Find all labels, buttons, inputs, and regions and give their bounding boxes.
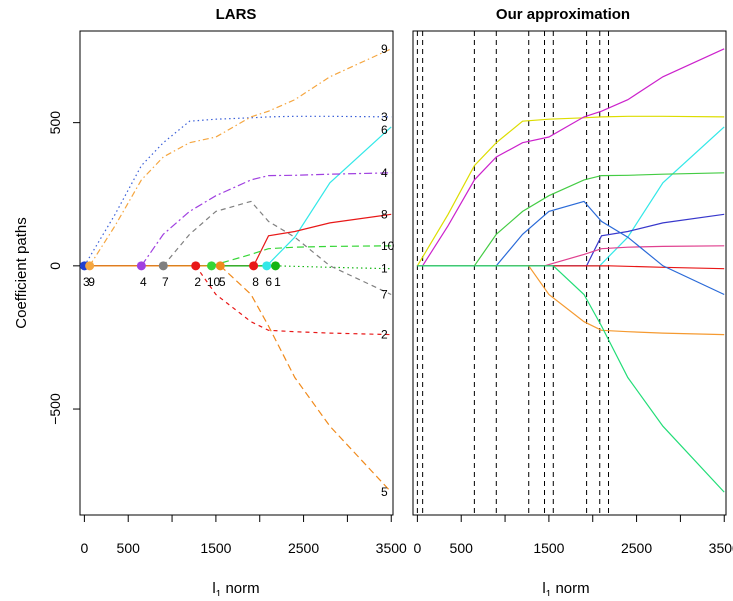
lars-entry-marker [191, 261, 201, 271]
approximation-ticks: 0 500 1500 2500 3500 [413, 515, 733, 556]
approximation-series-line [416, 115, 725, 267]
approximation-x-axis-label-tail: norm [551, 580, 589, 596]
lars-series-end-label: 6 [381, 123, 388, 137]
lars-series-line [219, 265, 392, 493]
lars-series-end-label: 5 [381, 485, 388, 499]
lars-entry-label: 7 [162, 275, 169, 289]
lars-x-tick-label: 1500 [200, 540, 231, 556]
lars-series-end-label: 4 [381, 166, 388, 180]
lars-series-end-label: 3 [381, 110, 388, 124]
lars-entry-marker [249, 261, 259, 271]
lars-entry-marker [215, 261, 225, 271]
lars-entry-markers: 39 4 7 2 105 8 6 1 [79, 261, 281, 289]
lars-series-line [195, 265, 392, 336]
lars-series-end-label: 10 [381, 239, 395, 253]
lars-title: LARS [216, 6, 257, 23]
lars-entry-label: 3 [83, 275, 90, 289]
lars-x-tick-label: 0 [80, 540, 88, 556]
approximation-breakpoint-lines [416, 31, 610, 515]
approximation-series-line [608, 265, 725, 270]
approximation-x-tick-label: 1500 [533, 540, 564, 556]
lars-entry-label: 2 [194, 275, 201, 289]
lars-x-axis-label-main: l [212, 580, 215, 596]
lars-x-axis-label-sub: 1 [216, 589, 222, 596]
lars-panel: LARS Coefficient paths l1 norm 0 500 1500 2… [13, 6, 407, 600]
lars-series-end-label: 1 [381, 262, 388, 276]
approximation-plot-frame [412, 30, 727, 516]
approximation-series-line [422, 48, 725, 267]
lars-ticks: 0 500 1500 2500 3500 500 0 −500 [47, 111, 407, 556]
approximation-series-line [599, 126, 725, 267]
lars-series-line [266, 126, 392, 267]
approximation-x-tick-label: 0 [413, 540, 421, 556]
approximation-x-axis-label-sub: 1 [546, 589, 552, 596]
lars-x-axis-label-tail: norm [221, 580, 259, 596]
lars-series-line [162, 200, 392, 296]
approximation-series-line [586, 213, 725, 267]
approximation-series-line [528, 265, 725, 336]
approximation-x-tick-label: 500 [450, 540, 474, 556]
lars-series-labels: 9 36 4 8 10 1 7 2 5 [381, 42, 395, 499]
approximation-series-line [495, 200, 725, 296]
approximation-title: Our approximation [496, 6, 630, 23]
lars-entry-label: 8 [252, 275, 259, 289]
lars-entry-label: 5 [219, 275, 226, 289]
lars-entry-label: 9 [88, 275, 95, 289]
lars-entry-marker [262, 261, 272, 271]
approximation-panel: Our approximation l1 norm 0 500 1500 2500 35… [412, 6, 733, 600]
approximation-x-tick-label: 2500 [621, 540, 652, 556]
lars-entry-marker [158, 261, 168, 271]
lars-entry-marker [207, 261, 217, 271]
approximation-x-axis-label-main: l [542, 580, 545, 596]
approximation-series-line [552, 265, 725, 493]
lars-x-tick-label: 3500 [376, 540, 407, 556]
lars-x-tick-label: 500 [117, 540, 141, 556]
lars-y-tick-label: −500 [47, 393, 63, 425]
lars-entry-label: 10 [207, 275, 221, 289]
lars-series-line [89, 48, 392, 267]
lars-series-line [83, 115, 392, 267]
lars-entry-label: 6 [265, 275, 272, 289]
lars-series-end-label: 8 [381, 207, 388, 221]
lars-x-tick-label: 2500 [288, 540, 319, 556]
lars-series-line [140, 172, 392, 267]
lars-x-axis-label: l1 norm [212, 580, 259, 596]
approximation-series [416, 48, 725, 493]
approximation-x-axis-label: l1 norm [542, 580, 589, 596]
lars-y-tick-label: 500 [47, 111, 63, 135]
lars-y-axis-label: Coefficient paths [13, 217, 30, 328]
lars-entry-marker [136, 261, 146, 271]
approximation-x-tick-label: 3500 [709, 540, 733, 556]
lars-series [83, 48, 392, 493]
lars-series-end-label: 9 [381, 42, 388, 56]
lars-entry-label: 4 [140, 275, 147, 289]
lars-series-line [253, 213, 392, 267]
lars-entry-marker [85, 261, 95, 271]
approximation-series-line [473, 172, 725, 267]
lars-entry-marker [271, 261, 281, 271]
lars-y-tick-label: 0 [47, 262, 63, 270]
lars-series-end-label: 2 [381, 328, 388, 342]
lars-series-line [211, 245, 392, 267]
lars-entry-label: 1 [274, 275, 281, 289]
lars-series-line [275, 265, 392, 270]
lars-series-end-label: 7 [381, 287, 388, 301]
approximation-series-line [544, 245, 725, 267]
lars-plot-frame [79, 30, 394, 516]
